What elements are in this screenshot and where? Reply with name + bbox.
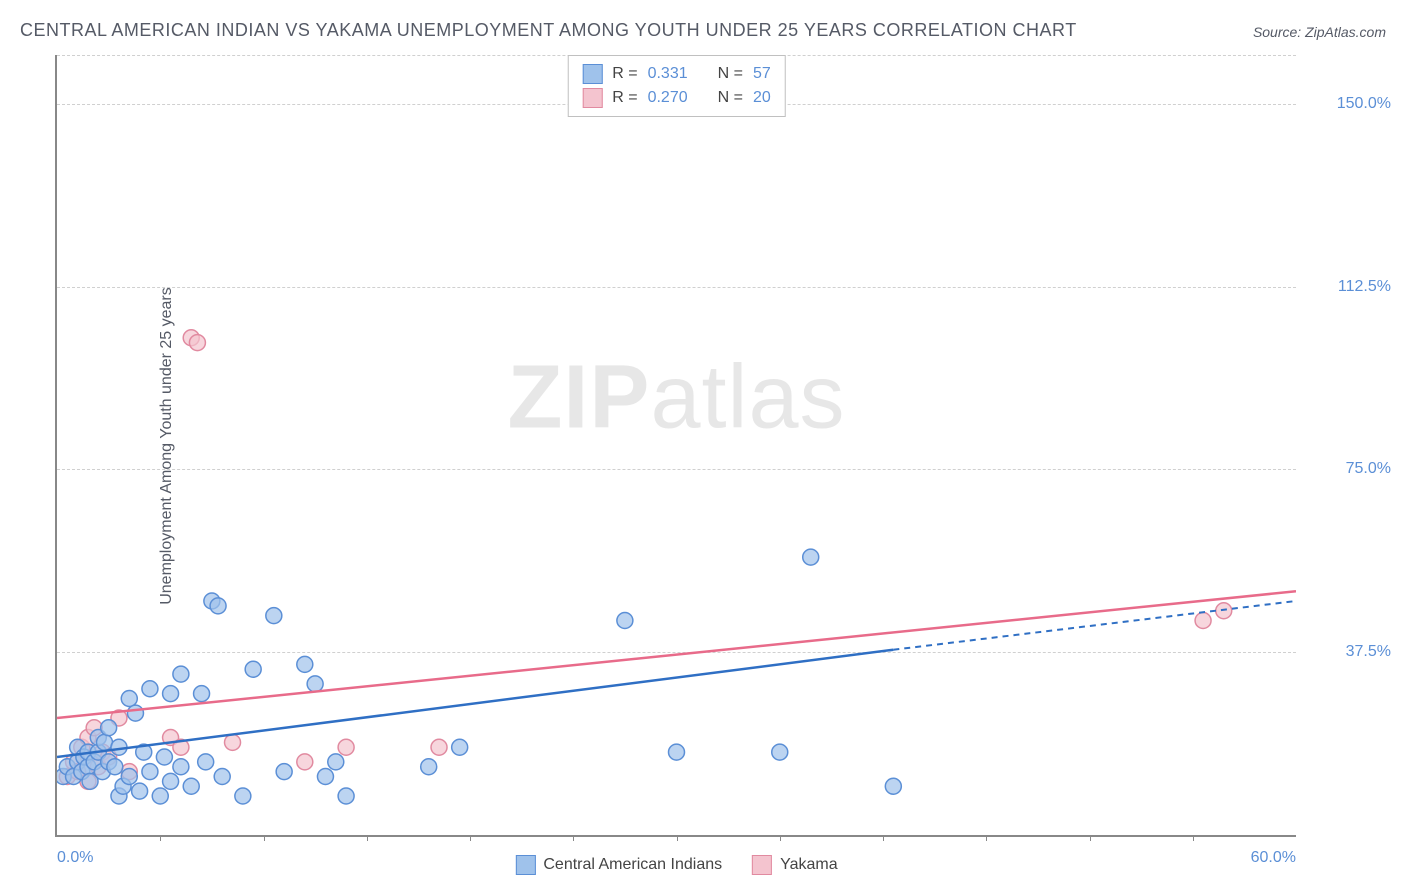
- data-point: [225, 734, 241, 750]
- data-point: [173, 759, 189, 775]
- data-point: [452, 739, 468, 755]
- legend-r-value: 0.270: [648, 89, 688, 107]
- data-point: [101, 720, 117, 736]
- data-point: [132, 783, 148, 799]
- legend-n-label: N =: [718, 89, 743, 107]
- x-tick: [264, 835, 265, 841]
- legend-n-label: N =: [718, 65, 743, 83]
- data-point: [772, 744, 788, 760]
- x-tick: [780, 835, 781, 841]
- x-tick: [367, 835, 368, 841]
- data-point: [214, 769, 230, 785]
- legend-n-value: 57: [753, 65, 771, 83]
- data-point: [803, 549, 819, 565]
- chart-container: CENTRAL AMERICAN INDIAN VS YAKAMA UNEMPL…: [0, 0, 1406, 892]
- data-point: [276, 764, 292, 780]
- legend-r-label: R =: [612, 65, 637, 83]
- data-point: [163, 773, 179, 789]
- chart-title: CENTRAL AMERICAN INDIAN VS YAKAMA UNEMPL…: [20, 20, 1077, 41]
- x-tick: [160, 835, 161, 841]
- data-point: [121, 769, 137, 785]
- x-tick-label: 0.0%: [57, 849, 93, 867]
- data-point: [297, 754, 313, 770]
- legend-item: Central American Indians: [515, 855, 722, 875]
- legend-item: Yakama: [752, 855, 838, 875]
- legend-stats-box: R = 0.331 N = 57 R = 0.270 N = 20: [567, 55, 786, 117]
- x-tick-label: 60.0%: [1251, 849, 1296, 867]
- data-point: [156, 749, 172, 765]
- data-point: [96, 734, 112, 750]
- x-tick: [573, 835, 574, 841]
- data-point: [307, 676, 323, 692]
- legend-r-label: R =: [612, 89, 637, 107]
- data-point: [669, 744, 685, 760]
- data-point: [617, 613, 633, 629]
- data-point: [235, 788, 251, 804]
- legend-swatch-blue: [582, 64, 602, 84]
- data-point: [210, 598, 226, 614]
- data-point: [107, 759, 123, 775]
- x-tick: [986, 835, 987, 841]
- data-point: [245, 661, 261, 677]
- data-point: [266, 608, 282, 624]
- data-point: [885, 778, 901, 794]
- data-point: [189, 335, 205, 351]
- data-point: [183, 778, 199, 794]
- data-point: [121, 691, 137, 707]
- legend-stats-row: R = 0.270 N = 20: [582, 86, 771, 110]
- y-tick-label: 75.0%: [1346, 460, 1391, 478]
- data-point: [338, 788, 354, 804]
- plot-area: ZIPatlas R = 0.331 N = 57 R = 0.270 N = …: [55, 55, 1296, 837]
- data-point: [127, 705, 143, 721]
- legend-swatch-pink: [752, 855, 772, 875]
- y-tick-label: 37.5%: [1346, 643, 1391, 661]
- data-point: [431, 739, 447, 755]
- data-point: [1195, 613, 1211, 629]
- data-point: [142, 681, 158, 697]
- y-tick-label: 150.0%: [1337, 95, 1391, 113]
- legend-swatch-blue: [515, 855, 535, 875]
- legend-stats-row: R = 0.331 N = 57: [582, 62, 771, 86]
- x-tick: [883, 835, 884, 841]
- data-point: [194, 686, 210, 702]
- legend-n-value: 20: [753, 89, 771, 107]
- data-point: [163, 686, 179, 702]
- data-point: [297, 656, 313, 672]
- regression-line: [57, 591, 1296, 718]
- data-point: [173, 666, 189, 682]
- y-tick-label: 112.5%: [1338, 278, 1391, 296]
- legend-r-value: 0.331: [648, 65, 688, 83]
- legend-label: Yakama: [780, 856, 838, 874]
- legend-label: Central American Indians: [543, 856, 722, 874]
- x-tick: [1090, 835, 1091, 841]
- data-point: [142, 764, 158, 780]
- data-point: [328, 754, 344, 770]
- data-point: [152, 788, 168, 804]
- data-point: [421, 759, 437, 775]
- data-point: [317, 769, 333, 785]
- x-tick: [470, 835, 471, 841]
- legend-series: Central American Indians Yakama: [515, 855, 837, 875]
- data-point: [338, 739, 354, 755]
- x-tick: [677, 835, 678, 841]
- source-label: Source: ZipAtlas.com: [1253, 24, 1386, 40]
- x-tick: [1193, 835, 1194, 841]
- plot-svg: [57, 55, 1296, 835]
- legend-swatch-pink: [582, 88, 602, 108]
- data-point: [198, 754, 214, 770]
